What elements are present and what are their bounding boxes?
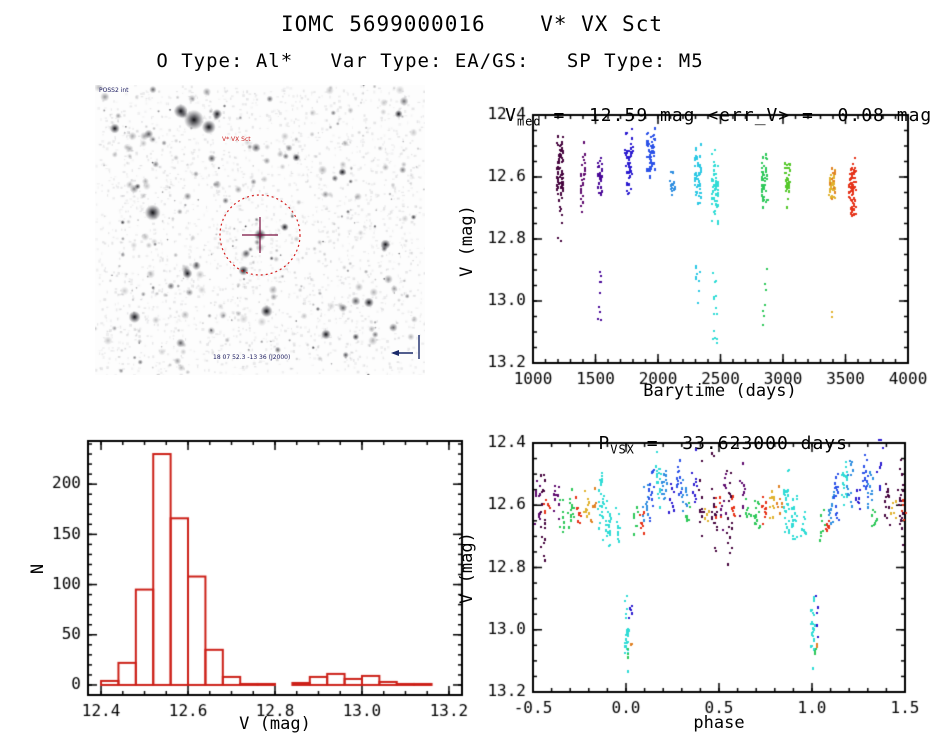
phase-chart-ylabel: V (mag)	[457, 532, 477, 604]
magnitude-histogram	[30, 430, 470, 730]
page-title: IOMC 5699000016 V* VX Sct	[280, 12, 663, 36]
target-marker-circle	[219, 194, 301, 276]
time-chart-ylabel: V (mag)	[457, 205, 477, 277]
histogram-ylabel: N	[28, 563, 48, 575]
histogram-xlabel: V (mag)	[239, 714, 311, 734]
phase-scatter-plot	[455, 425, 944, 735]
phase-chart-xlabel: phase	[693, 713, 745, 733]
finder-target-label: V* VX Sct	[222, 136, 251, 143]
finder-coords-label: 18 07 52.3 -13 36 (J2000)	[213, 354, 291, 361]
page-subtitle: O Type: Al* Var Type: EA/GS: SP Type: M5	[156, 50, 704, 72]
time-chart-xlabel: Barytime (days)	[643, 381, 797, 401]
finder-overlay	[219, 194, 420, 359]
target-crosshair-icon	[242, 217, 278, 253]
compass-icon	[391, 335, 420, 359]
finder-chart: POSS2 int V* VX Sct 18 07 52.3 -13 36 (J…	[95, 85, 425, 375]
time-scatter-plot	[455, 105, 935, 405]
finder-survey-label: POSS2 int	[99, 87, 129, 94]
